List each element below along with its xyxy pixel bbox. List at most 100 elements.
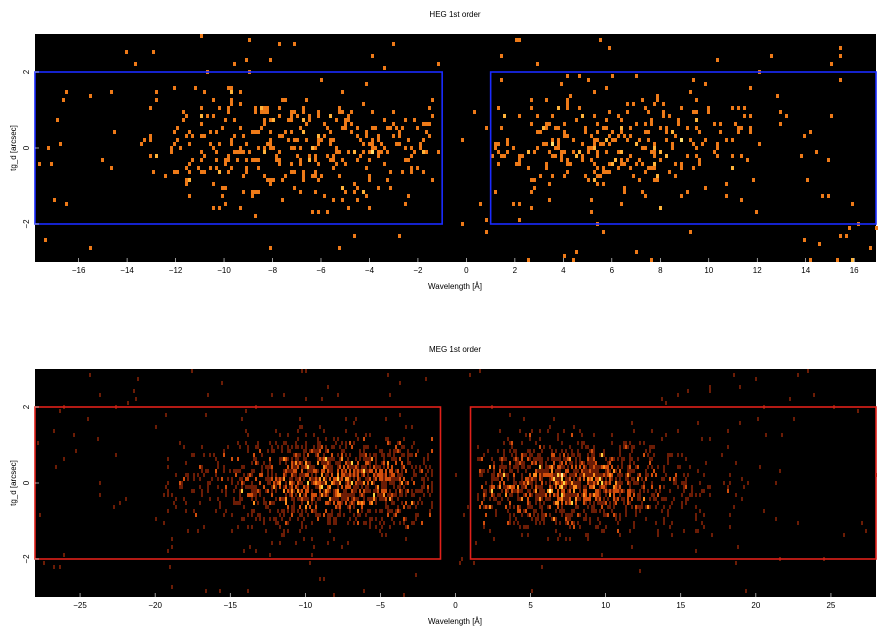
count-cell (293, 469, 295, 473)
count-cell (290, 130, 293, 134)
count-cell (333, 521, 335, 525)
count-cell (398, 142, 401, 146)
count-cell (530, 178, 533, 182)
count-cell (607, 497, 609, 501)
count-cell (371, 497, 373, 501)
count-cell (155, 517, 157, 521)
count-cell (593, 509, 595, 513)
count-cell (776, 94, 779, 98)
count-cell (311, 553, 313, 557)
count-cell (517, 485, 519, 489)
count-cell (377, 154, 380, 158)
count-cell (217, 477, 219, 481)
heg-title: HEG 1st order (429, 10, 480, 19)
count-cell (235, 501, 237, 505)
count-cell (213, 453, 215, 457)
count-cell (659, 206, 662, 210)
count-cell (709, 485, 711, 489)
count-cell (302, 170, 305, 174)
count-cell (565, 457, 567, 461)
count-cell (269, 58, 272, 62)
count-cell (517, 461, 519, 465)
count-cell (361, 505, 363, 509)
count-cell (385, 533, 387, 537)
count-cell (770, 54, 773, 58)
count-cell (407, 481, 409, 485)
count-cell (683, 489, 685, 493)
count-cell (518, 158, 521, 162)
count-cell (385, 417, 387, 421)
count-cell (353, 182, 356, 186)
count-cell (317, 481, 319, 485)
count-cell (661, 497, 663, 501)
count-cell (379, 509, 381, 513)
count-cell (170, 150, 173, 154)
count-cell (593, 162, 596, 166)
count-cell (399, 493, 401, 497)
count-cell (587, 477, 589, 481)
count-cell (548, 198, 551, 202)
count-cell (691, 485, 693, 489)
count-cell (375, 489, 377, 493)
count-cell (341, 126, 344, 130)
count-cell (357, 521, 359, 525)
count-cell (848, 226, 851, 230)
count-cell (357, 485, 359, 489)
count-cell (515, 481, 517, 485)
count-cell (351, 461, 353, 465)
count-cell (347, 206, 350, 210)
count-cell (317, 134, 320, 138)
count-cell (277, 445, 279, 449)
count-cell (596, 154, 599, 158)
count-cell (333, 517, 335, 521)
count-cell (293, 110, 296, 114)
count-cell (203, 90, 206, 94)
count-cell (602, 142, 605, 146)
count-cell (205, 469, 207, 473)
x-tick-label: −10 (299, 601, 313, 610)
count-cell (247, 589, 249, 593)
count-cell (575, 497, 577, 501)
count-cell (619, 489, 621, 493)
count-cell (500, 126, 503, 130)
count-cell (317, 441, 319, 445)
count-cell (620, 162, 623, 166)
count-cell (353, 497, 355, 501)
count-cell (349, 453, 351, 457)
count-cell (247, 445, 249, 449)
count-cell (527, 457, 529, 461)
count-cell (341, 501, 343, 505)
count-cell (680, 162, 683, 166)
count-cell (311, 465, 313, 469)
count-cell (557, 138, 560, 142)
count-cell (561, 493, 563, 497)
count-cell (218, 106, 221, 110)
count-cell (479, 505, 481, 509)
count-cell (349, 465, 351, 469)
count-cell (263, 150, 266, 154)
count-cell (577, 469, 579, 473)
count-cell (371, 457, 373, 461)
count-cell (421, 501, 423, 505)
count-cell (601, 465, 603, 469)
count-cell (629, 134, 632, 138)
count-cell (309, 477, 311, 481)
count-cell (689, 230, 692, 234)
count-cell (223, 465, 225, 469)
count-cell (311, 469, 313, 473)
count-cell (507, 521, 509, 525)
count-cell (355, 489, 357, 493)
count-cell (597, 465, 599, 469)
count-cell (176, 126, 179, 130)
count-cell (613, 501, 615, 505)
count-cell (314, 146, 317, 150)
count-cell (536, 114, 539, 118)
count-cell (219, 501, 221, 505)
count-cell (539, 465, 541, 469)
count-cell (557, 497, 559, 501)
count-cell (373, 481, 375, 485)
count-cell (261, 465, 263, 469)
count-cell (596, 130, 599, 134)
count-cell (830, 114, 833, 118)
count-cell (686, 190, 689, 194)
